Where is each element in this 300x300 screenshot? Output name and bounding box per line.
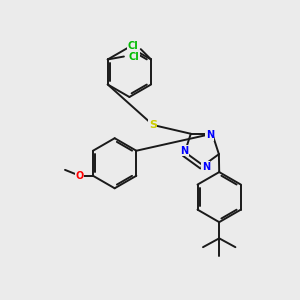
Text: Cl: Cl xyxy=(127,41,138,51)
Text: N: N xyxy=(180,146,188,156)
Text: Cl: Cl xyxy=(128,52,139,61)
Text: N: N xyxy=(202,162,210,172)
Text: O: O xyxy=(76,171,84,181)
Text: N: N xyxy=(206,130,214,140)
Text: S: S xyxy=(149,120,157,130)
